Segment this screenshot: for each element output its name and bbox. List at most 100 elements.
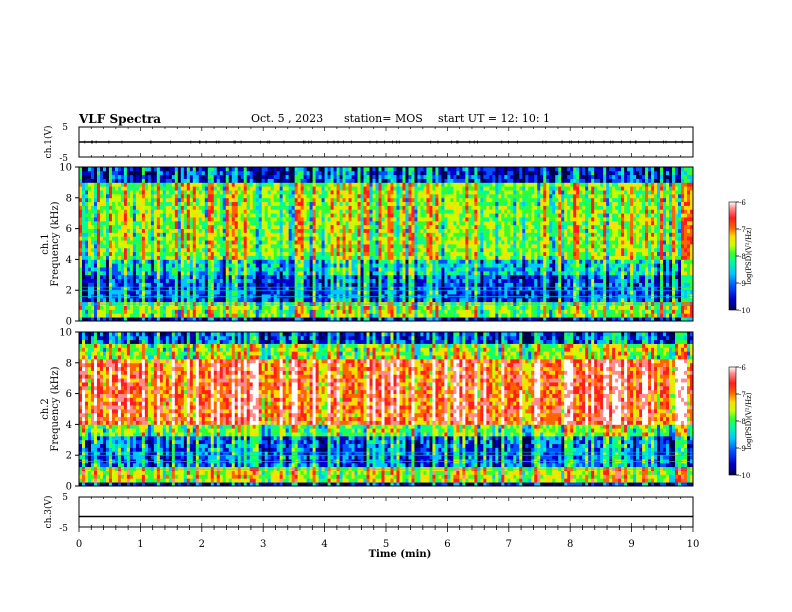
spectrogram-cell: [396, 240, 400, 245]
spectrogram-cell: [366, 170, 370, 176]
spectrogram-cell: [366, 282, 370, 287]
spectrogram-cell: [102, 209, 107, 214]
spectrogram-cell: [345, 217, 349, 222]
spectrogram-cell: [432, 286, 436, 291]
spectrogram-cell: [426, 205, 430, 210]
spectrogram-cell: [216, 290, 221, 295]
spectrogram-cell: [240, 297, 245, 303]
spectrogram-cell: [324, 220, 328, 226]
spectrogram-cell: [435, 236, 439, 241]
spectrogram-cell: [318, 170, 323, 176]
spectrogram-cell: [249, 236, 254, 241]
spectrogram-cell: [180, 228, 185, 233]
spectrogram-cell: [261, 267, 266, 272]
spectrogram-cell: [306, 255, 311, 260]
spectrogram-cell: [414, 205, 418, 210]
spectrogram-cell: [186, 251, 191, 256]
spectrogram-cell: [420, 224, 424, 229]
spectrogram-cell: [420, 259, 424, 264]
spectrogram-cell: [390, 317, 394, 322]
spectrogram-cell: [378, 270, 382, 276]
spectrogram-cell: [420, 170, 424, 176]
spectrogram-cell: [168, 313, 173, 318]
spectrogram-cell: [387, 193, 391, 199]
spectrogram-cell: [366, 232, 370, 237]
spectrogram-cell: [381, 278, 385, 283]
spectrogram-cell: [171, 286, 176, 291]
spectrogram-cell: [108, 220, 113, 226]
spectrogram-cell: [82, 213, 86, 218]
spectrogram-cell: [285, 244, 290, 249]
spectrogram-cell: [270, 190, 275, 195]
spectrogram-cell: [255, 313, 260, 318]
spectrogram-cell: [357, 232, 361, 237]
spectrogram-cell: [120, 267, 125, 272]
spectrogram-cell: [84, 274, 89, 280]
spectrogram-cell: [375, 270, 379, 276]
spectrogram-cell: [162, 274, 167, 280]
spectrogram-cell: [327, 259, 331, 264]
spectrogram-cell: [390, 267, 394, 272]
spectrogram-cell: [345, 213, 349, 218]
spectrogram-cell: [273, 286, 278, 291]
spectrogram-cell: [171, 209, 176, 214]
spectrogram-cell: [432, 232, 436, 237]
spectrogram-cell: [378, 317, 382, 322]
spectrogram-cell: [213, 182, 218, 187]
spectrogram-cell: [354, 224, 358, 229]
spectrogram-cell: [153, 270, 158, 276]
spectrogram-cell: [84, 278, 89, 283]
spectrogram-cell: [372, 247, 376, 253]
spectrogram-cell: [207, 182, 212, 187]
spectrogram-cell: [258, 317, 263, 322]
spectrogram-cell: [315, 217, 320, 222]
spectrogram-cell: [330, 193, 334, 199]
spectrogram-cell: [114, 217, 119, 222]
spectrogram-cell: [180, 205, 185, 210]
spectrogram-cell: [405, 255, 409, 260]
spectrogram-cell: [288, 270, 293, 276]
spectrogram-cell: [390, 278, 394, 283]
spectrogram-cell: [411, 251, 415, 256]
spectrogram-cell: [399, 228, 403, 233]
spectrogram-cell: [219, 224, 224, 229]
spectrogram-cell: [171, 297, 176, 303]
spectrogram-cell: [138, 228, 143, 233]
spectrogram-cell: [183, 313, 188, 318]
spectrogram-cell: [102, 182, 107, 187]
spectrogram-cell: [111, 190, 116, 195]
spectrogram-cell: [222, 197, 227, 203]
spectrogram-cell: [153, 228, 158, 233]
spectrogram-cell: [276, 186, 281, 191]
spectrogram-cell: [276, 313, 281, 318]
spectrogram-cell: [312, 197, 317, 203]
spectrogram-cell: [82, 282, 86, 287]
spectrogram-cell: [132, 217, 137, 222]
spectrogram-cell: [312, 251, 317, 256]
spectrogram-cell: [79, 286, 83, 291]
spectrogram-cell: [261, 186, 266, 191]
spectrogram-cell: [390, 193, 394, 199]
spectrogram-cell: [291, 174, 296, 179]
spectrogram-cell: [165, 259, 170, 264]
spectrogram-cell: [393, 305, 397, 310]
spectrogram-cell: [414, 278, 418, 283]
spectrogram-cell: [321, 297, 325, 303]
spectrogram-cell: [150, 190, 155, 195]
spectrogram-cell: [120, 201, 125, 206]
spectrogram-cell: [375, 282, 379, 287]
spectrogram-cell: [162, 224, 167, 229]
spectrogram-cell: [297, 313, 302, 318]
spectrogram-cell: [255, 190, 260, 195]
spectrogram-cell: [318, 313, 323, 318]
spectrogram-cell: [369, 313, 373, 318]
spectrogram-cell: [213, 251, 218, 256]
spectrogram-cell: [417, 182, 421, 187]
spectrogram-cell: [228, 297, 233, 303]
spectrogram-cell: [393, 251, 397, 256]
spectrogram-cell: [240, 305, 245, 310]
spectrogram-cell: [291, 217, 296, 222]
spectrogram-cell: [249, 193, 254, 199]
spectrogram-cell: [216, 201, 221, 206]
spectrogram-cell: [165, 232, 170, 237]
